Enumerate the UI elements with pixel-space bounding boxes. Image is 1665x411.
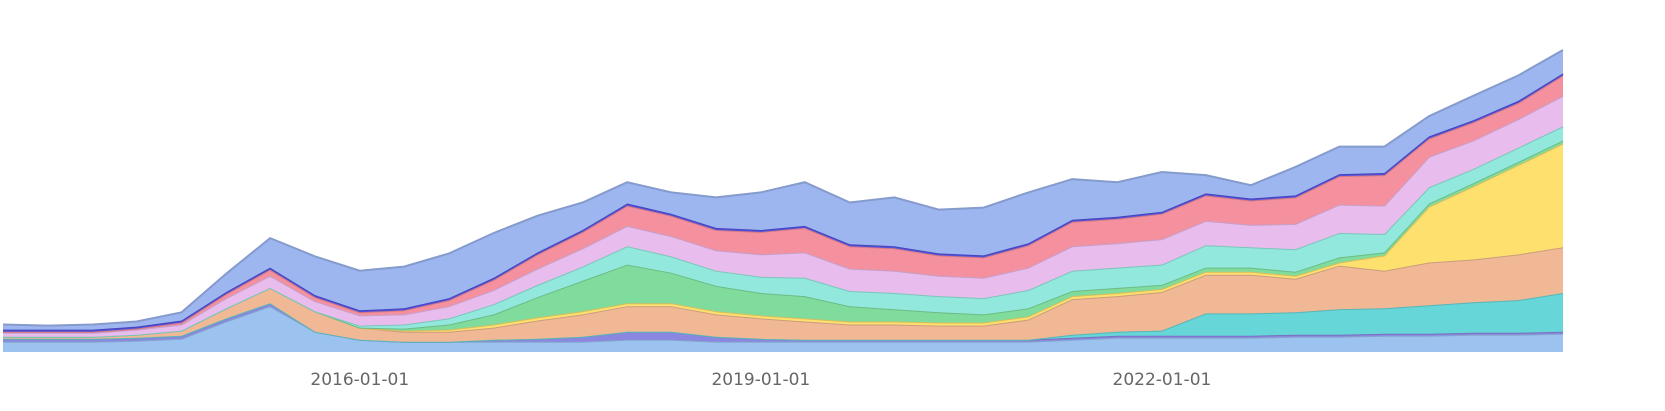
x-tick-label: 2016-01-01: [310, 370, 409, 390]
x-tick-label: 2022-01-01: [1113, 370, 1212, 390]
area: [3, 306, 1563, 352]
area: [3, 50, 1563, 330]
area: [3, 140, 1563, 337]
x-tick-label: 2019-01-01: [711, 370, 810, 390]
area: [3, 293, 1563, 342]
area: [3, 303, 1563, 342]
area: [3, 247, 1563, 342]
area-edge: [2, 49, 1564, 327]
area: [3, 75, 1563, 333]
